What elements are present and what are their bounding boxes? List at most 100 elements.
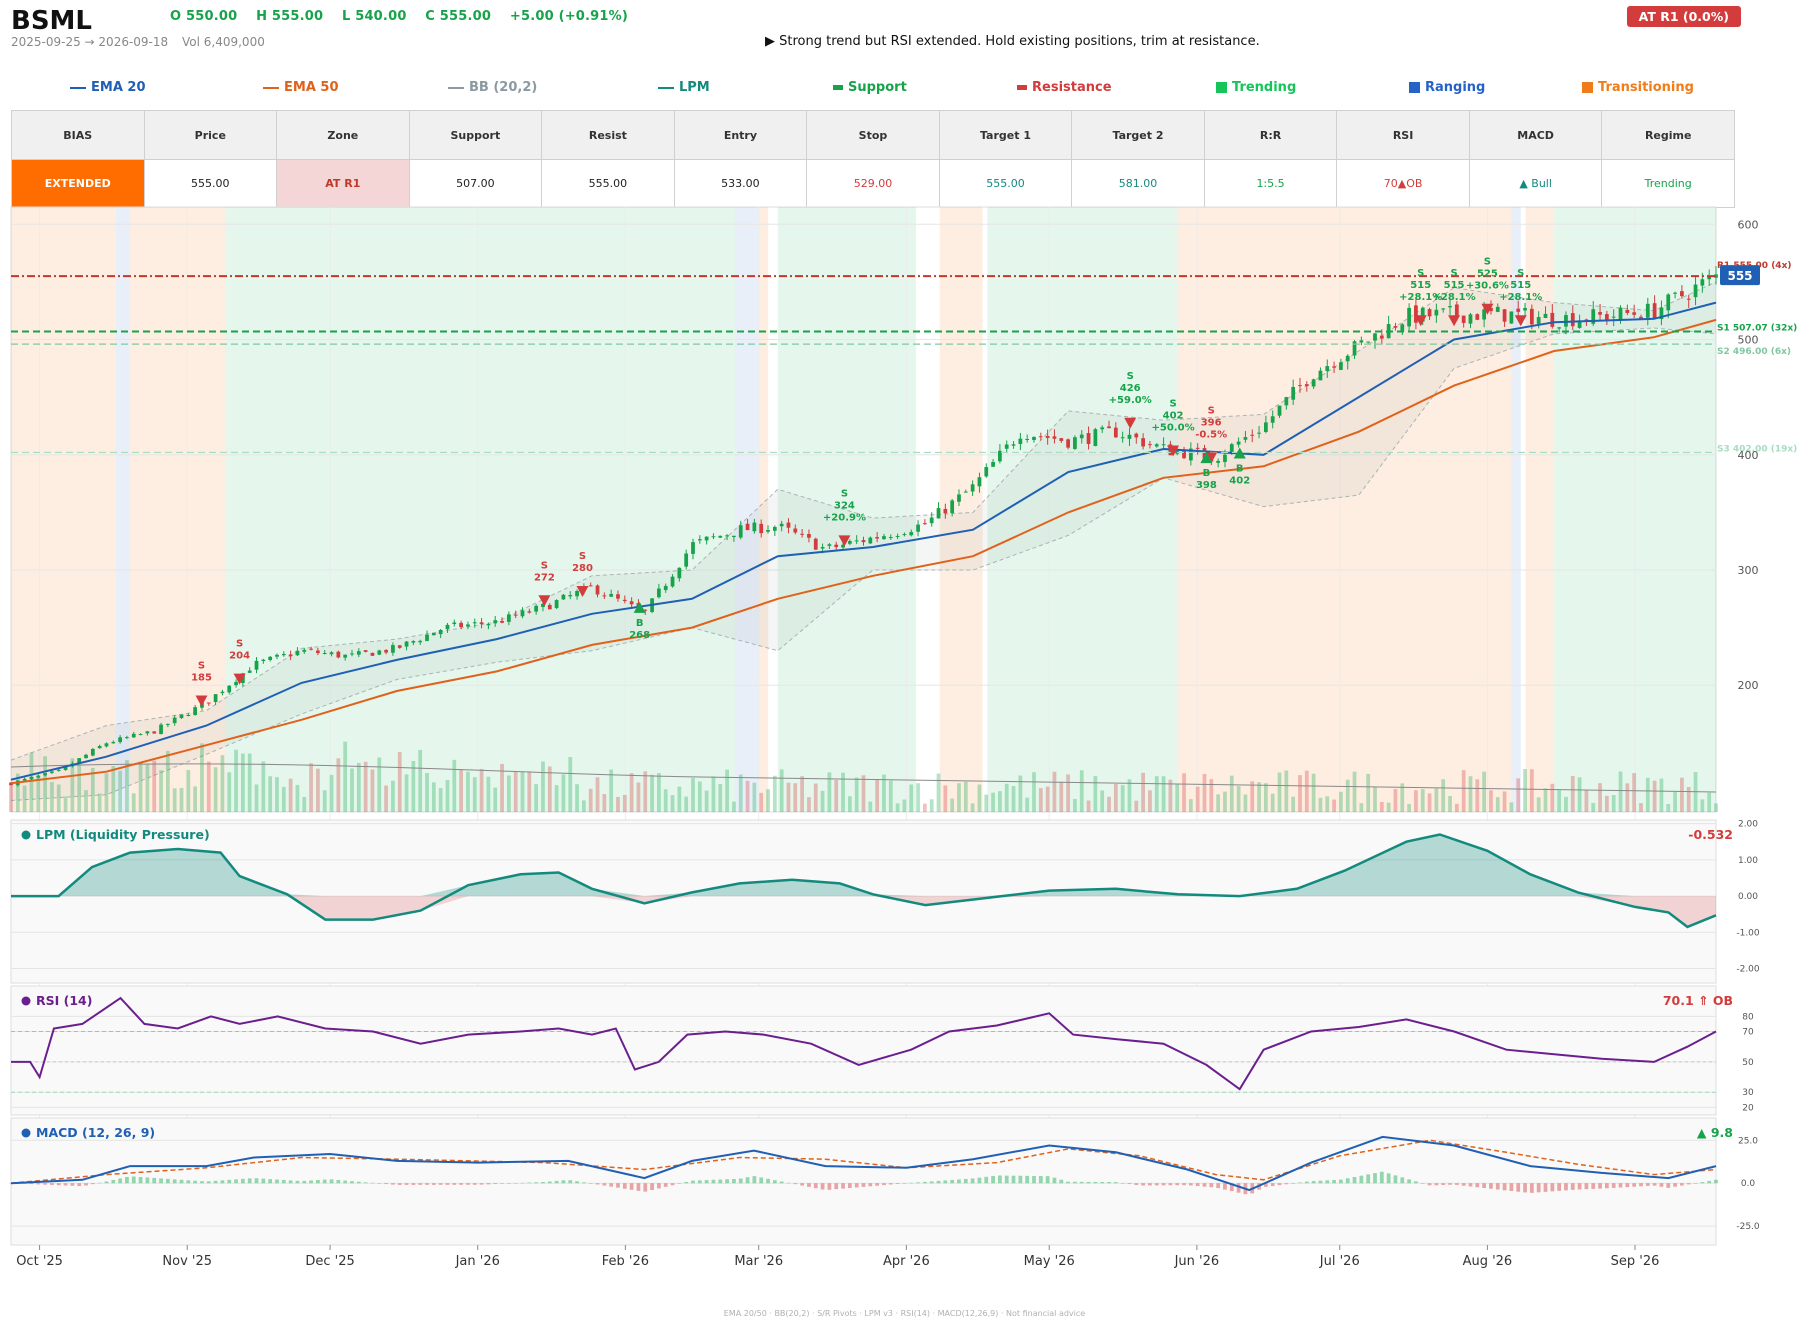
volume-bar (786, 782, 791, 812)
macd-histogram-bar (1639, 1183, 1643, 1187)
table-header: Target 2 (1071, 110, 1205, 160)
volume-bar (1045, 786, 1050, 812)
price-tick-label: 300 (1738, 564, 1759, 577)
macd-histogram-bar (125, 1176, 129, 1184)
signal-label: 268 (629, 630, 650, 641)
candle-body (1257, 432, 1261, 434)
macd-value: ▲ 9.8 (1697, 1125, 1733, 1140)
macd-histogram-bar (547, 1181, 552, 1184)
legend-item-support: Support (833, 80, 907, 95)
macd-histogram-bar (111, 1179, 116, 1184)
candle-body (786, 522, 791, 528)
candle-body (36, 775, 41, 778)
table-cell-target-1: 555.00 (938, 159, 1073, 208)
macd-histogram-bar (1059, 1179, 1064, 1184)
candle-body (657, 588, 661, 598)
macd-histogram-bar (1598, 1183, 1602, 1189)
candle-body (1359, 340, 1364, 343)
time-tick-label: Feb '26 (602, 1254, 649, 1269)
macd-histogram-bar (568, 1180, 573, 1184)
candle-body (1550, 312, 1555, 327)
candle-body (1570, 313, 1575, 327)
volume-bar (1598, 783, 1602, 812)
candle-body (1182, 449, 1186, 459)
macd-histogram-bar (172, 1179, 177, 1184)
volume-bar (336, 758, 341, 812)
volume-bar (1359, 803, 1364, 812)
time-tick-label: Apr '26 (883, 1254, 930, 1269)
signal-label: B (1203, 468, 1211, 479)
signal-label: 396 (1201, 417, 1222, 428)
volume-bar (943, 785, 948, 812)
legend-item-ema-50: EMA 50 (263, 80, 339, 95)
candle-body (1086, 433, 1091, 444)
candle-body (1543, 313, 1548, 318)
macd-histogram-bar (1182, 1183, 1186, 1186)
volume-bar (595, 777, 600, 812)
legend-swatch (1017, 85, 1027, 90)
candle-body (234, 681, 238, 686)
macd-histogram-bar (206, 1181, 211, 1184)
macd-histogram-bar (786, 1182, 791, 1184)
macd-histogram-bar (1475, 1183, 1480, 1188)
macd-histogram-bar (725, 1179, 729, 1184)
macd-histogram-bar (650, 1183, 654, 1191)
candle-body (895, 535, 900, 537)
price-tick-label: 200 (1738, 679, 1759, 692)
macd-histogram-bar (1318, 1180, 1323, 1184)
candle-body (868, 537, 873, 544)
macd-histogram-bar (1175, 1183, 1180, 1186)
candles (9, 265, 1718, 787)
candle-body (554, 600, 559, 609)
macd-histogram-bar (847, 1183, 852, 1189)
macd-histogram-bar (827, 1183, 832, 1190)
sell-signal-marker (233, 673, 246, 685)
time-tick-label: Dec '25 (305, 1254, 354, 1269)
volume-bar (288, 778, 293, 812)
candle-body (1352, 341, 1357, 356)
time-tick-label: Oct '25 (16, 1254, 63, 1269)
volume-bar (1448, 795, 1452, 812)
candle-body (800, 533, 804, 535)
volume-bar (9, 785, 13, 812)
volume-bar (1611, 795, 1616, 812)
macd-panel: 25.0 0.0 -25.0 MACD (12, 26, 9) ▲ 9.8 (9, 1117, 1760, 1246)
date-range-info: 2025-09-25 → 2026-09-18 Vol 6,409,000 (11, 35, 275, 49)
candle-body (50, 771, 54, 773)
ticker-symbol: BSML (11, 6, 92, 36)
macd-histogram-bar (1686, 1183, 1691, 1185)
macd-histogram-bar (813, 1183, 818, 1189)
volume-bar (1018, 775, 1023, 812)
volume-bar (1059, 781, 1064, 812)
macd-histogram-bar (1270, 1183, 1275, 1187)
candle-body (1516, 308, 1521, 312)
volume-bar (1141, 772, 1145, 812)
candle-body (1434, 309, 1439, 316)
buy-signal-marker (1233, 447, 1246, 459)
macd-histogram-bar (1564, 1183, 1568, 1191)
candle-body (813, 538, 818, 550)
volume-bar (411, 760, 416, 812)
candle-body (302, 649, 307, 652)
signal-markers: S185S204S272S280B268S324+20.9%S426+59.0%… (191, 257, 1542, 707)
volume-bar (1550, 783, 1555, 812)
signal-label: +28.1% (1499, 292, 1542, 303)
volume-bar (929, 799, 934, 812)
candle-body (752, 522, 757, 532)
volume-bar (1420, 789, 1425, 812)
signal-label: S (1208, 405, 1215, 416)
candle-body (1291, 387, 1296, 400)
signal-label: B (1236, 463, 1244, 474)
last-price-label: 555 (1727, 269, 1752, 283)
legend-item-transitioning: Transitioning (1582, 80, 1694, 95)
volume-bar (609, 769, 614, 812)
macd-histogram-bar (820, 1183, 825, 1190)
candle-body (9, 782, 13, 786)
macd-line (10, 1135, 1717, 1192)
macd-histogram-bar (1700, 1182, 1705, 1184)
candle-body (745, 523, 750, 531)
candle-body (732, 535, 736, 538)
volume-bar (159, 770, 163, 812)
volume-bar (1564, 796, 1568, 812)
macd-histogram-bar (588, 1183, 593, 1184)
